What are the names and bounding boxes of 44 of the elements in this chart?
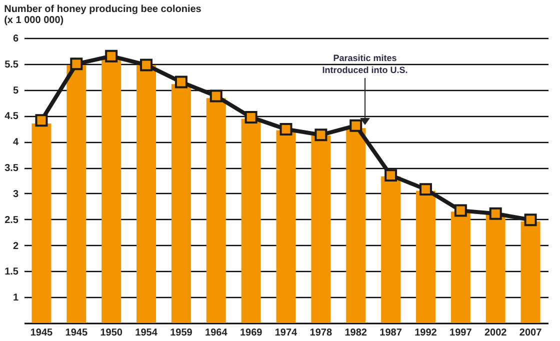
y-tick-label: 4.5 [4,111,19,122]
point [35,114,48,127]
point [280,122,292,136]
x-tick-label: 1954 [135,328,158,338]
point [350,119,362,132]
y-tick-label: 5.5 [4,59,19,70]
point [489,207,502,220]
point [174,76,188,88]
x-tick-label: 1945 [65,328,88,338]
y-tick-label: 1.5 [4,266,19,278]
chart-subtitle: (x 1 000 000) [4,15,64,26]
x-tick-label: 1987 [380,328,402,338]
y-tick-label: 1 [12,292,19,304]
x-tick-label: 1997 [450,328,472,338]
point [454,204,467,217]
point [140,58,153,72]
y-tick-label: 2 [12,240,19,252]
point [419,183,432,196]
point [314,128,328,142]
point [244,111,258,124]
point [105,50,118,62]
annotation: Parasitic mites Introduced into U.S. [321,52,409,76]
y-tick-label: 2.5 [4,214,19,226]
point [524,214,537,226]
x-tick-label: 1969 [240,328,263,338]
chart-title: Number of honey producing bee colonies [4,4,202,15]
point [210,90,222,102]
y-tick-label: 5 [12,85,19,96]
x-tick-label: 2002 [484,328,508,338]
x-tick-label: 1974 [274,328,298,338]
x-tick-label: 1978 [310,328,332,338]
x-tick-label: 1992 [414,328,438,338]
x-tick-label: 1945 [30,328,54,338]
x-tick-label: 1950 [100,328,123,338]
x-tick-label: 1959 [170,328,193,338]
x-tick-label: 1964 [205,328,228,338]
point [70,58,83,70]
y-tick-label: 3.5 [4,163,19,174]
y-tick-label: 6 [12,34,19,44]
point [384,169,398,182]
x-tick-label: 2007 [519,328,542,338]
y-tick-label: 3 [12,188,19,200]
y-tick-label: 4 [12,137,19,148]
x-tick-label: 1982 [344,328,368,338]
